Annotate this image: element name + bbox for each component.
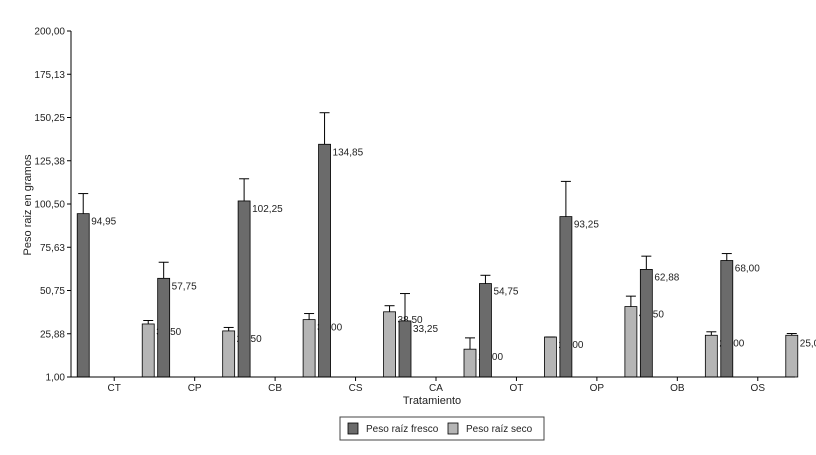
legend-swatch-fresco [347,422,359,435]
value-label-fresco-cb: 102,25 [252,204,283,215]
bar-seco-ob [704,334,718,378]
y-tick-label: 200,00 [34,27,65,38]
bar-seco-cp [222,330,236,378]
bar-fresco-ot [479,283,492,378]
legend-swatch-seco [447,422,459,435]
legend: Peso raíz fresco Peso raíz seco [339,416,545,441]
y-tick-label: 100,50 [34,200,65,211]
bar-seco-cb [302,319,316,378]
y-axis-ticks: 1,00 25,88 50,75 75,63 100,50 125,38 150,25 175… [34,27,71,384]
y-axis-label: Peso raiz en gramos [22,154,34,255]
value-label-fresco-cs: 134,85 [333,147,364,158]
bar-fresco-cb [237,200,251,378]
y-tick-label: 150,25 [34,113,65,124]
value-label-fresco-ct: 94,95 [91,217,116,228]
y-tick-label: 25,88 [40,329,65,340]
y-tick-label: 125,38 [34,156,65,167]
bar-seco-ca [463,348,477,378]
bar-fresco-ca [398,320,412,378]
bar-fresco-ob [639,269,653,378]
legend-label-fresco: Peso raíz fresco [366,424,439,435]
bar-seco-op [624,306,638,378]
y-tick-label: 75,63 [40,243,65,254]
bar-fresco-cs [318,143,331,378]
value-label-fresco-os: 68,00 [735,264,760,275]
x-axis-label: Tratamiento [403,395,461,407]
bars-group: 94,9531,5057,7527,50102,2534,00134,8538,… [76,112,816,378]
legend-frame [339,416,545,441]
value-label-fresco-cp: 57,75 [172,281,197,292]
bar-seco-cs [383,311,396,378]
x-tick-label-op: OP [590,383,605,394]
y-tick-label: 50,75 [40,286,65,297]
bar-fresco-op [559,216,573,378]
value-label-fresco-ob: 62,88 [654,272,679,283]
x-tick-label-cb: CB [268,383,282,394]
value-label-fresco-ca: 33,25 [413,324,438,335]
x-tick-label-os: OS [751,383,766,394]
value-label-seco-os: 25,00 [800,338,816,349]
value-label-fresco-op: 93,25 [574,220,599,231]
x-tick-label-ot: OT [509,383,523,394]
legend-label-seco: Peso raíz seco [466,424,533,435]
bar-fresco-cp [157,277,171,378]
x-tick-label-ca: CA [429,383,443,394]
bar-seco-os [785,334,799,378]
bar-fresco-ct [76,213,90,378]
bar-seco-ct [141,323,155,378]
bar-seco-ot [544,336,557,378]
y-tick-label: 1,00 [46,373,66,384]
value-label-fresco-ot: 54,75 [493,287,518,298]
x-tick-label-ob: OB [670,383,685,394]
x-tick-label-cp: CP [188,383,202,394]
bar-fresco-os [720,260,734,378]
x-tick-label-ct: CT [108,383,121,394]
x-axis-ticks: CT CP CB CS CA OT OP OB OS [108,377,766,394]
y-tick-label: 175,13 [34,70,65,81]
value-label-seco-cs: 38,50 [398,315,423,326]
x-tick-label-cs: CS [349,383,363,394]
